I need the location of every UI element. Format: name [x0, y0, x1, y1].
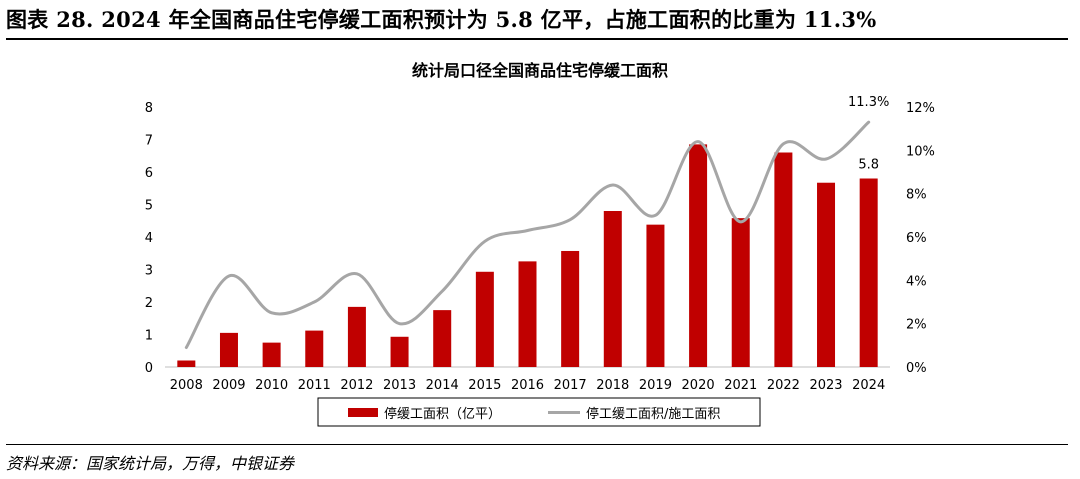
line-data-label: 11.3% [848, 95, 889, 110]
x-axis-tick-label: 2021 [724, 378, 757, 393]
bar [262, 342, 281, 367]
right-axis-tick-label: 6% [906, 231, 927, 246]
x-axis-tick-label: 2010 [255, 378, 288, 393]
right-axis-tick-label: 4% [906, 274, 927, 289]
bar [731, 218, 750, 367]
left-axis-tick-label: 6 [145, 166, 153, 181]
chart-title: 统计局口径全国商品住宅停缓工面积 [412, 61, 668, 80]
bar-data-label: 5.8 [858, 158, 879, 173]
bar [859, 178, 878, 367]
legend-bar-swatch [348, 408, 378, 417]
source-note: 资料来源：国家统计局，万得，中银证券 [6, 454, 295, 473]
left-axis-tick-label: 8 [145, 101, 153, 116]
x-axis-tick-label: 2022 [767, 378, 800, 393]
x-axis-tick-label: 2008 [170, 378, 203, 393]
bar [305, 330, 324, 367]
x-axis: 2008 2009 2010 2011 2012 2013 2014 2015 2016 2017… [165, 366, 890, 393]
bar [390, 336, 409, 367]
x-axis-tick-label: 2024 [852, 378, 885, 393]
left-axis-tick-label: 2 [145, 296, 153, 311]
line-series [184, 120, 871, 349]
right-axis-tick-label: 2% [906, 318, 927, 333]
right-axis: 0% 2% 4% 6% 8% 10% 12% [906, 101, 935, 376]
bar [774, 152, 793, 367]
left-axis-tick-label: 1 [145, 329, 153, 344]
left-axis: 0 1 2 3 4 5 6 7 8 [145, 101, 153, 376]
bar [177, 360, 196, 367]
legend-line-label: 停工缓工面积/施工面积 [586, 406, 720, 422]
x-axis-tick-label: 2017 [554, 378, 587, 393]
right-axis-tick-label: 0% [906, 361, 927, 376]
left-axis-tick-label: 5 [145, 199, 153, 214]
x-axis-tick-label: 2016 [511, 378, 544, 393]
x-axis-tick-label: 2011 [298, 378, 331, 393]
bar [646, 224, 665, 367]
legend: 停缓工面积（亿平） 停工缓工面积/施工面积 [317, 397, 761, 427]
right-axis-tick-label: 12% [906, 101, 935, 116]
left-axis-tick-label: 4 [145, 231, 153, 246]
bar [561, 250, 580, 367]
title-divider [6, 38, 1068, 40]
footer-divider [6, 444, 1068, 445]
line-path [184, 120, 871, 349]
bar [347, 306, 366, 367]
x-axis-tick-label: 2012 [340, 378, 373, 393]
data-labels: 5.8 11.3% [848, 95, 889, 173]
bar [219, 332, 238, 367]
x-axis-tick-label: 2019 [639, 378, 672, 393]
x-axis-tick-label: 2018 [596, 378, 629, 393]
bar-series [177, 144, 878, 367]
left-axis-tick-label: 3 [145, 264, 153, 279]
legend-box [317, 397, 761, 427]
bar [475, 271, 494, 367]
bar [433, 310, 452, 367]
bar [689, 144, 708, 367]
x-axis-tick-label: 2020 [682, 378, 715, 393]
x-axis-tick-label: 2009 [212, 378, 245, 393]
chart: 统计局口径全国商品住宅停缓工面积 0 1 2 3 4 5 6 7 8 0% 2% 4% 6% 8% 10%… [145, 61, 935, 427]
right-axis-tick-label: 10% [906, 144, 935, 159]
x-axis-tick-label: 2015 [468, 378, 501, 393]
x-axis-tick-label: 2014 [426, 378, 459, 393]
bar [603, 211, 622, 367]
legend-bar-label: 停缓工面积（亿平） [384, 406, 501, 422]
x-axis-tick-label: 2013 [383, 378, 416, 393]
bar [817, 182, 836, 367]
x-axis-tick-label: 2023 [809, 378, 842, 393]
left-axis-tick-label: 7 [145, 134, 153, 149]
right-axis-tick-label: 8% [906, 188, 927, 203]
left-axis-tick-label: 0 [145, 361, 153, 376]
bar [518, 261, 537, 367]
figure-title: 图表 28. 2024 年全国商品住宅停缓工面积预计为 5.8 亿平，占施工面积… [6, 7, 877, 32]
